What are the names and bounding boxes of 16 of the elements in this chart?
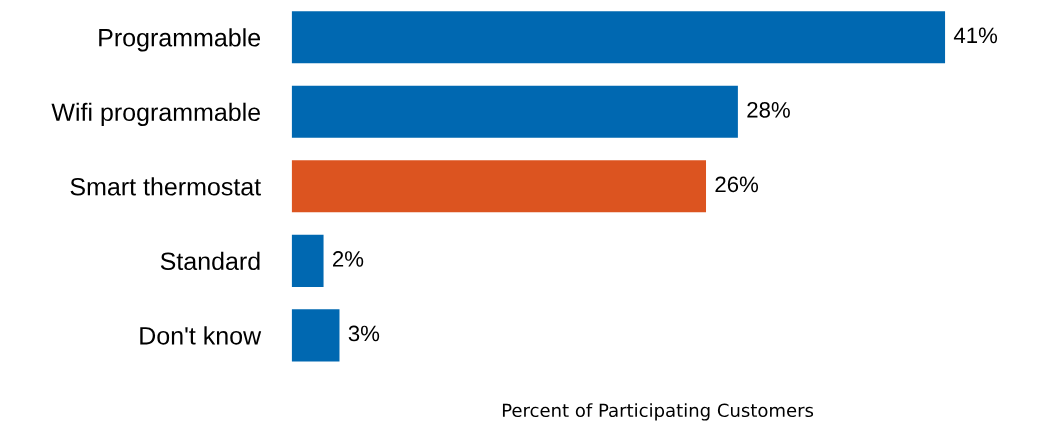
data-label: 3%: [348, 325, 380, 342]
y-tick-label: Standard: [160, 251, 260, 271]
data-label: 2%: [333, 251, 364, 267]
y-tick-label: Don't know: [140, 326, 262, 345]
bar: [291, 160, 707, 213]
bar: [291, 11, 946, 64]
y-tick-label: Smart thermostat: [70, 177, 261, 196]
data-label: 26%: [715, 176, 759, 193]
bar: [291, 85, 738, 138]
bar: [291, 309, 340, 362]
data-label: 28%: [747, 102, 790, 118]
y-tick-label: Programmable: [99, 28, 261, 52]
bar: [291, 234, 324, 287]
y-tick-label: Wifi programmable: [51, 102, 261, 127]
x-axis-title: Percent of Participating Customers: [502, 403, 814, 421]
data-label: 41%: [953, 27, 998, 44]
